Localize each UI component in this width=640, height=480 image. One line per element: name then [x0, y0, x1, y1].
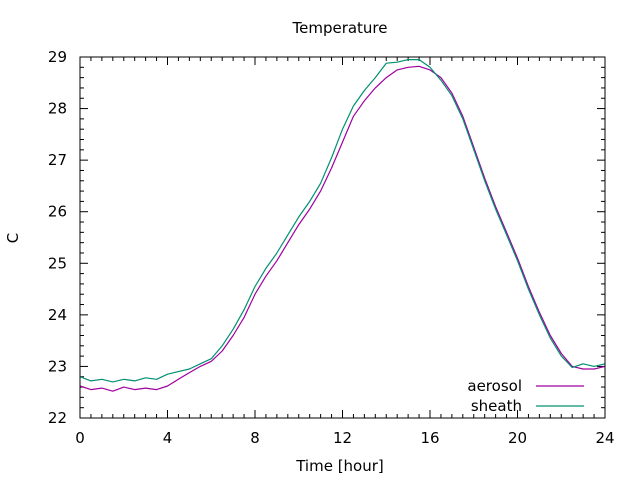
series-group	[79, 58, 606, 392]
y-tick-label: 26	[48, 203, 67, 221]
x-tick-label: 16	[420, 429, 439, 447]
x-axis-label: Time [hour]	[295, 457, 384, 475]
x-tick-label: 0	[75, 429, 85, 447]
x-tick-label: 8	[250, 429, 260, 447]
chart-title: Temperature	[291, 19, 387, 37]
y-tick-label: 23	[48, 357, 67, 375]
y-tick-label: 28	[48, 100, 67, 118]
y-tick-label: 27	[48, 151, 67, 169]
legend-label-aerosol: aerosol	[467, 377, 522, 395]
plot-frame	[79, 56, 606, 419]
legend-label-sheath: sheath	[471, 397, 522, 415]
y-axis-label: C	[4, 233, 22, 243]
y-tick-label: 24	[48, 306, 67, 324]
y-tick-label: 25	[48, 254, 67, 272]
x-tick-label: 4	[163, 429, 173, 447]
legend: aerosol sheath	[467, 377, 584, 415]
series-line-sheath	[79, 58, 606, 383]
series-line-aerosol	[79, 65, 606, 392]
axis-ticks: 0 4 8 12 16 20 24 22 23 24 25 26 27 28 29	[48, 48, 615, 447]
y-tick-label: 22	[48, 409, 67, 427]
x-tick-label: 20	[508, 429, 527, 447]
x-tick-label: 12	[333, 429, 352, 447]
x-tick-label: 24	[595, 429, 614, 447]
y-tick-label: 29	[48, 48, 67, 66]
